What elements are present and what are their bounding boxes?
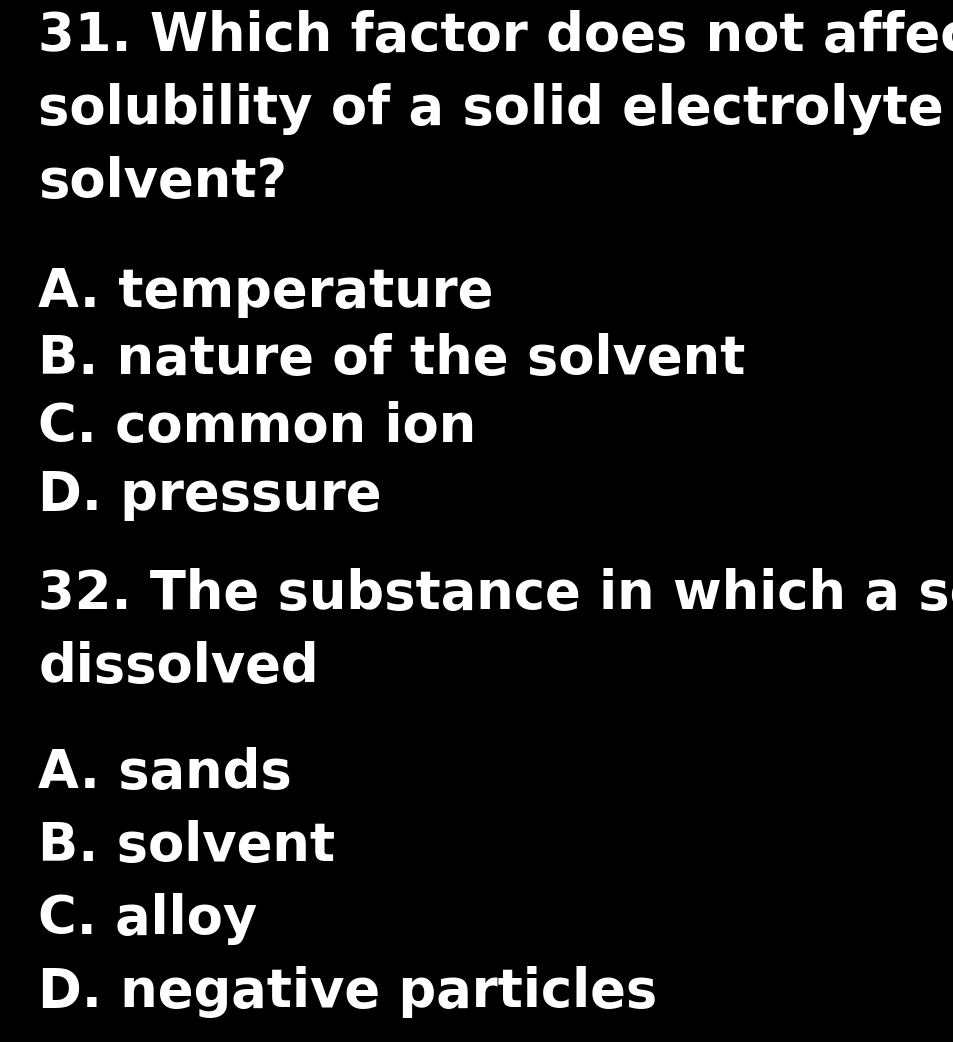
Text: 31. Which factor does not affect the: 31. Which factor does not affect the bbox=[38, 10, 953, 63]
Text: solvent?: solvent? bbox=[38, 156, 287, 208]
Text: C. alloy: C. alloy bbox=[38, 893, 257, 945]
Text: solubility of a solid electrolyte in a liquid: solubility of a solid electrolyte in a l… bbox=[38, 83, 953, 135]
Text: dissolved: dissolved bbox=[38, 641, 318, 693]
Text: B. nature of the solvent: B. nature of the solvent bbox=[38, 333, 744, 386]
Text: D. pressure: D. pressure bbox=[38, 469, 381, 521]
Text: D. negative particles: D. negative particles bbox=[38, 966, 657, 1018]
Text: C. common ion: C. common ion bbox=[38, 401, 476, 453]
Text: A. sands: A. sands bbox=[38, 747, 292, 799]
Text: 32. The substance in which a solute is: 32. The substance in which a solute is bbox=[38, 568, 953, 620]
Text: A. temperature: A. temperature bbox=[38, 266, 493, 318]
Text: B. solvent: B. solvent bbox=[38, 820, 335, 872]
